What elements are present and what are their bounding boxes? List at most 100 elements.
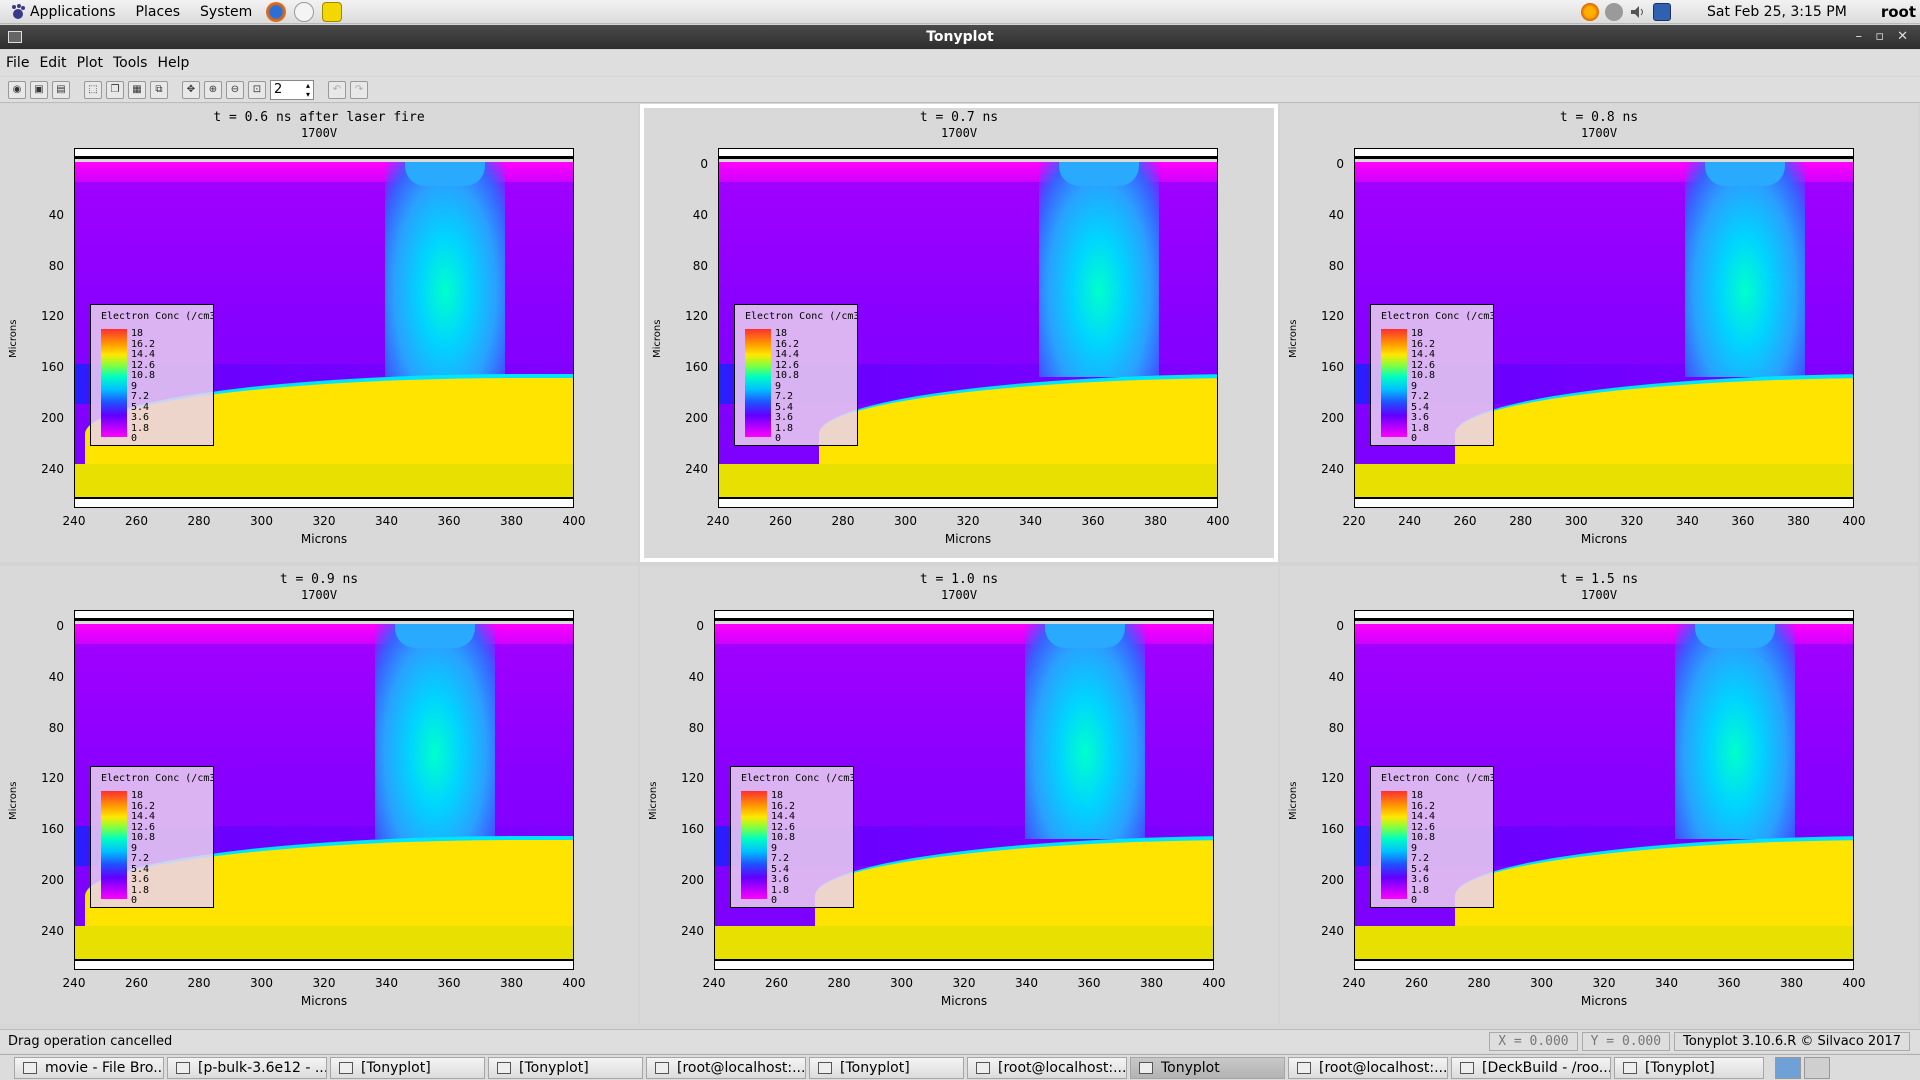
plot-area[interactable]: ◤ ▲ ◥ ◀ ◆ ▶ ◣ ▼ ◢ t = 0.6 ns after laser… — [0, 104, 1920, 1024]
menu-tools[interactable]: Tools — [112, 55, 148, 71]
places-menu[interactable]: Places — [126, 0, 191, 24]
pan-icon[interactable]: ✥ — [182, 80, 200, 99]
taskbar-button[interactable]: [Tonyplot] — [330, 1056, 485, 1079]
zoom-out-icon[interactable]: ⊖ — [226, 80, 244, 99]
menu-plot[interactable]: Plot — [76, 55, 103, 71]
plot-panel[interactable]: t = 1.0 ns 1700V Electron Conc (/cm3 18 16.2… — [640, 566, 1278, 1024]
paste-icon[interactable]: ▦ — [128, 80, 146, 99]
system-menu[interactable]: System — [190, 0, 262, 24]
legend-value: 12.6 — [771, 821, 796, 833]
y-tick-label: 240 — [681, 923, 704, 938]
taskbar-button-label: [p-bulk-3.6e12 - ... — [198, 1059, 327, 1076]
save-icon[interactable]: ▣ — [30, 80, 48, 99]
clock[interactable]: Sat Feb 25, 3:15 PM — [1707, 4, 1847, 20]
minimize-icon[interactable]: – — [1855, 29, 1863, 44]
system-tray: Sat Feb 25, 3:15 PM root — [1581, 0, 1920, 24]
plot-panel[interactable]: t = 0.8 ns 1700V Electron Conc (/cm3 18 16.2… — [1280, 104, 1918, 562]
color-legend[interactable]: Electron Conc (/cm3 18 16.2 14.4 12.6 10.8 9 7.… — [1370, 304, 1494, 446]
menu-help[interactable]: Help — [157, 55, 190, 71]
legend-value: 3.6 — [1411, 874, 1430, 885]
legend-value: 5.4 — [1411, 863, 1430, 875]
mail-launcher-icon[interactable] — [294, 1, 315, 22]
updates-icon[interactable] — [1581, 3, 1600, 21]
display-icon[interactable] — [1653, 3, 1672, 21]
select-icon[interactable]: ⬚ — [84, 80, 102, 99]
zoom-in-icon[interactable]: ⊕ — [204, 80, 222, 99]
zoom-level-spinner[interactable]: 2 — [270, 79, 314, 100]
taskbar-button-label: [DeckBuild - /roo... — [1482, 1059, 1611, 1076]
workspace-2[interactable] — [1804, 1056, 1830, 1079]
color-legend[interactable]: Electron Conc (/cm3 18 16.2 14.4 12.6 10.8 9 7.… — [90, 766, 214, 908]
menu-file[interactable]: File — [6, 55, 30, 71]
y-tick-label: 200 — [685, 410, 708, 425]
open-icon[interactable]: ◉ — [8, 80, 26, 99]
taskbar-button[interactable]: [DeckBuild - /roo... — [1451, 1056, 1611, 1079]
x-tick-label: 300 — [250, 514, 273, 528]
user-menu[interactable]: root — [1880, 3, 1916, 21]
menubar: File Edit Plot Tools Help — [0, 50, 1920, 76]
maximize-icon[interactable]: ▫ — [1875, 29, 1884, 44]
volume-icon[interactable] — [1629, 3, 1647, 21]
color-legend[interactable]: Electron Conc (/cm3 18 16.2 14.4 12.6 10.8 9 7.… — [734, 304, 858, 446]
x-tick-label: 260 — [125, 514, 148, 528]
legend-title: Electron Conc (/cm3 — [101, 773, 214, 784]
legend-value: 3.6 — [775, 412, 794, 423]
undo-icon[interactable]: ↶ — [328, 80, 346, 99]
legend-value: 10.8 — [1411, 832, 1436, 843]
close-icon[interactable]: ✕ — [1897, 29, 1908, 44]
contour-plot[interactable] — [1354, 148, 1854, 508]
window-titlebar[interactable]: Tonyplot – ▫ ✕ — [0, 25, 1920, 49]
zoom-box-icon[interactable]: ⊡ — [248, 80, 266, 99]
network-icon[interactable] — [1605, 3, 1624, 21]
color-legend[interactable]: Electron Conc (/cm3 18 16.2 14.4 12.6 10.8 9 7.… — [1370, 766, 1494, 908]
taskbar-button[interactable]: [root@localhost:... — [646, 1056, 806, 1079]
menu-edit[interactable]: Edit — [39, 55, 67, 71]
contour-plot[interactable] — [74, 610, 574, 970]
plot-panel[interactable]: t = 0.6 ns after laser fire 1700V Electron… — [0, 104, 638, 562]
x-tick-label: 300 — [250, 976, 273, 990]
print-icon[interactable]: ▤ — [52, 80, 70, 99]
legend-value: 0 — [131, 895, 138, 906]
taskbar-button[interactable]: Tonyplot — [1130, 1056, 1285, 1079]
plot-subtitle: 1700V — [940, 588, 978, 602]
color-legend[interactable]: Electron Conc (/cm3 18 16.2 14.4 12.6 10.8 9 7.… — [90, 304, 214, 446]
x-tick-label: 380 — [1780, 976, 1803, 990]
legend-value: 18 — [131, 790, 144, 801]
workspace-1[interactable] — [1775, 1056, 1801, 1079]
copy-icon[interactable]: ❐ — [106, 80, 124, 99]
duplicate-icon[interactable]: ⧉ — [150, 80, 168, 99]
legend-value: 1.8 — [131, 884, 150, 896]
window-icon — [1297, 1061, 1311, 1074]
plot-subtitle: 1700V — [1580, 588, 1618, 602]
x-tick-label: 280 — [187, 976, 211, 990]
legend-value: 0 — [771, 895, 778, 906]
y-tick-label: 80 — [692, 258, 708, 273]
y-tick-label: 80 — [1328, 258, 1344, 273]
x-tick-label: 220 — [1342, 514, 1366, 528]
firefox-launcher-icon[interactable] — [266, 1, 287, 22]
x-tick-label: 400 — [1842, 514, 1866, 528]
taskbar-button[interactable]: [p-bulk-3.6e12 - ... — [167, 1056, 327, 1079]
plot-panel[interactable]: t = 0.7 ns 1700V Electron Conc (/cm3 18 16.2… — [640, 104, 1278, 562]
redo-icon[interactable]: ↷ — [350, 80, 368, 99]
taskbar-button[interactable]: [root@localhost:... — [967, 1056, 1127, 1079]
taskbar-button[interactable]: [root@localhost:... — [1288, 1056, 1448, 1079]
legend-value: 14.4 — [131, 349, 156, 360]
bottom-taskbar: movie - File Bro... [p-bulk-3.6e12 - ... [… — [0, 1054, 1920, 1080]
x-tick-label: 380 — [1140, 976, 1163, 990]
taskbar-button[interactable]: [Tonyplot] — [809, 1056, 964, 1079]
plot-panel[interactable]: t = 0.9 ns 1700V Electron Conc (/cm3 18 16.2… — [0, 566, 638, 1024]
taskbar-button[interactable]: [Tonyplot] — [1614, 1056, 1764, 1079]
text-editor-launcher-icon[interactable] — [322, 1, 343, 22]
taskbar-button[interactable]: movie - File Bro... — [14, 1056, 164, 1079]
plot-panel[interactable]: t = 1.5 ns 1700V Electron Conc (/cm3 18 16.2… — [1280, 566, 1918, 1024]
taskbar-button-label: movie - File Bro... — [45, 1059, 164, 1076]
applications-menu[interactable]: Applications — [0, 0, 126, 24]
y-axis-label: Microns — [8, 319, 19, 358]
legend-value: 12.6 — [1411, 359, 1436, 371]
legend-value: 14.4 — [1411, 811, 1436, 822]
color-legend[interactable]: Electron Conc (/cm3 18 16.2 14.4 12.6 10.8 9 7.… — [730, 766, 854, 908]
window-menu-icon[interactable] — [8, 31, 22, 43]
x-axis-label: Microns — [300, 532, 348, 546]
taskbar-button[interactable]: [Tonyplot] — [488, 1056, 643, 1079]
